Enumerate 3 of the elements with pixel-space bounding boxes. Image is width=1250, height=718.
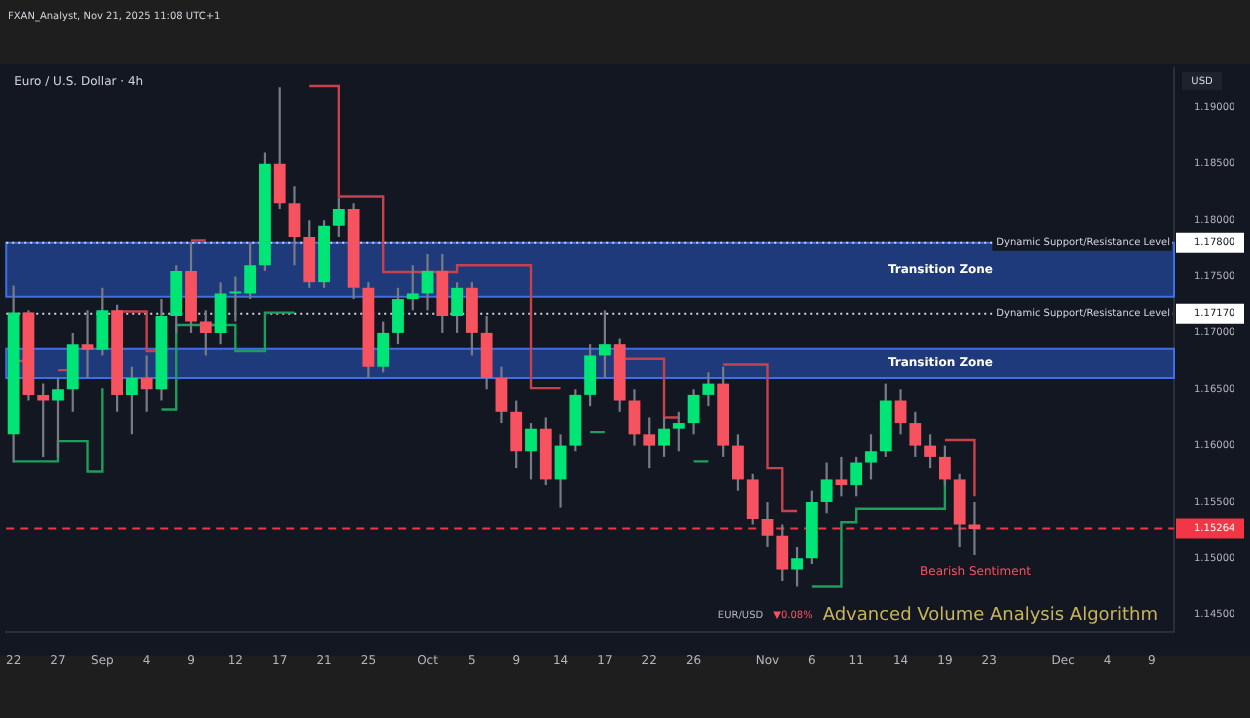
candlestick — [835, 456, 848, 497]
candlestick — [81, 310, 94, 378]
annotation: Advanced Volume Analysis Algorithm — [822, 606, 1158, 627]
